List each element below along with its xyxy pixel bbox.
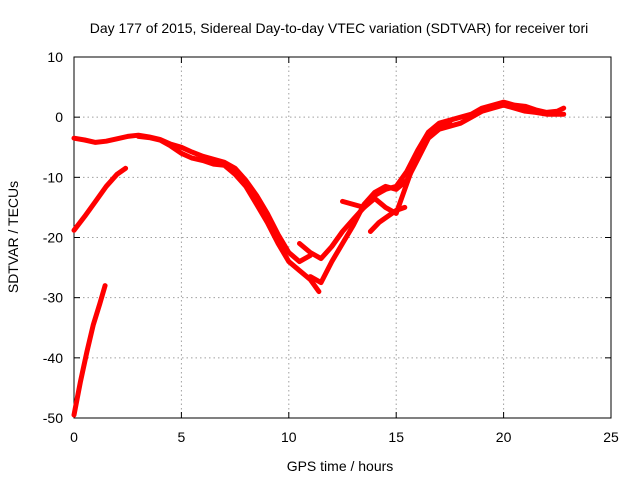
- x-tick-label: 20: [496, 429, 512, 445]
- y-tick-label: -30: [43, 290, 63, 306]
- chart-title: Day 177 of 2015, Sidereal Day-to-day VTE…: [90, 20, 589, 36]
- y-tick-label: 10: [47, 49, 63, 65]
- y-tick-label: -10: [43, 169, 63, 185]
- series-line-segment-4: [135, 133, 322, 295]
- series-line-segment-5: [297, 99, 567, 262]
- y-tick-label: 0: [55, 109, 63, 125]
- y-tick-label: -50: [43, 410, 63, 426]
- series-line-segment-2: [71, 165, 129, 233]
- y-axis-title: SDTVAR / TECUs: [5, 181, 21, 293]
- y-tick-label: -40: [43, 350, 63, 366]
- x-tick-label: 10: [281, 429, 297, 445]
- series-layer: [71, 99, 567, 418]
- series-line-segment-3: [71, 132, 313, 265]
- x-tick-label: 25: [603, 429, 619, 445]
- x-tick-label: 15: [388, 429, 404, 445]
- series-line-segment-8: [367, 204, 408, 234]
- x-tick-label: 0: [70, 429, 78, 445]
- x-axis-title: GPS time / hours: [287, 458, 394, 474]
- x-tick-label: 5: [178, 429, 186, 445]
- y-tick-label: -20: [43, 230, 63, 246]
- series-line-segment-1: [71, 283, 108, 418]
- ticks-layer: 0 5 10 15 20 25 -50 -40 -30 -20 -10 0 10: [43, 49, 619, 445]
- series-line-segment-6: [307, 102, 567, 286]
- grid-layer: [74, 57, 611, 418]
